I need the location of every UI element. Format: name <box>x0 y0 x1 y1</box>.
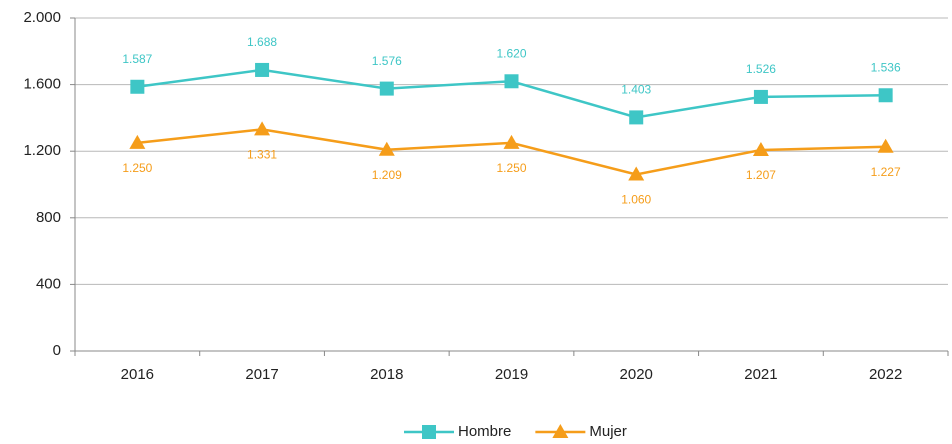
data-point <box>130 79 145 94</box>
y-tick-label: 400 <box>36 275 61 292</box>
data-label: 1.688 <box>247 35 277 49</box>
legend-label: Mujer <box>589 423 627 440</box>
data-label: 1.526 <box>746 62 776 76</box>
legend-label: Hombre <box>458 423 511 440</box>
data-label: 1.250 <box>496 161 526 175</box>
data-point <box>752 142 769 157</box>
data-point <box>504 74 519 89</box>
data-label: 1.576 <box>372 54 402 68</box>
legend-marker <box>552 424 569 438</box>
data-point <box>379 81 394 96</box>
x-tick-label: 2022 <box>869 366 902 383</box>
x-tick-label: 2019 <box>495 366 528 383</box>
x-tick-label: 2020 <box>620 366 653 383</box>
data-label: 1.620 <box>496 46 526 60</box>
y-tick-label: 800 <box>36 209 61 226</box>
data-label: 1.060 <box>621 193 651 207</box>
y-tick-label: 2.000 <box>23 9 61 26</box>
data-point <box>254 121 271 136</box>
data-label: 1.250 <box>122 161 152 175</box>
data-label: 1.209 <box>372 168 402 182</box>
data-point <box>629 110 644 125</box>
data-label: 1.403 <box>621 83 651 97</box>
y-tick-label: 0 <box>53 342 61 359</box>
data-label: 1.331 <box>247 148 277 162</box>
x-tick-label: 2016 <box>121 366 154 383</box>
data-label: 1.587 <box>122 52 152 66</box>
data-point <box>753 89 768 104</box>
data-point <box>878 88 893 103</box>
data-point <box>503 134 520 149</box>
x-tick-label: 2021 <box>744 366 777 383</box>
data-label: 1.207 <box>746 168 776 182</box>
y-tick-label: 1.600 <box>23 76 61 93</box>
y-tick-label: 1.200 <box>23 142 61 159</box>
legend-marker <box>422 425 436 439</box>
data-label: 1.536 <box>871 60 901 74</box>
data-point <box>129 134 146 149</box>
data-point <box>378 141 395 156</box>
x-tick-label: 2017 <box>245 366 278 383</box>
x-tick-label: 2018 <box>370 366 403 383</box>
data-point <box>255 62 270 77</box>
data-point <box>628 166 645 181</box>
data-label: 1.227 <box>871 165 901 179</box>
data-point <box>877 138 894 153</box>
